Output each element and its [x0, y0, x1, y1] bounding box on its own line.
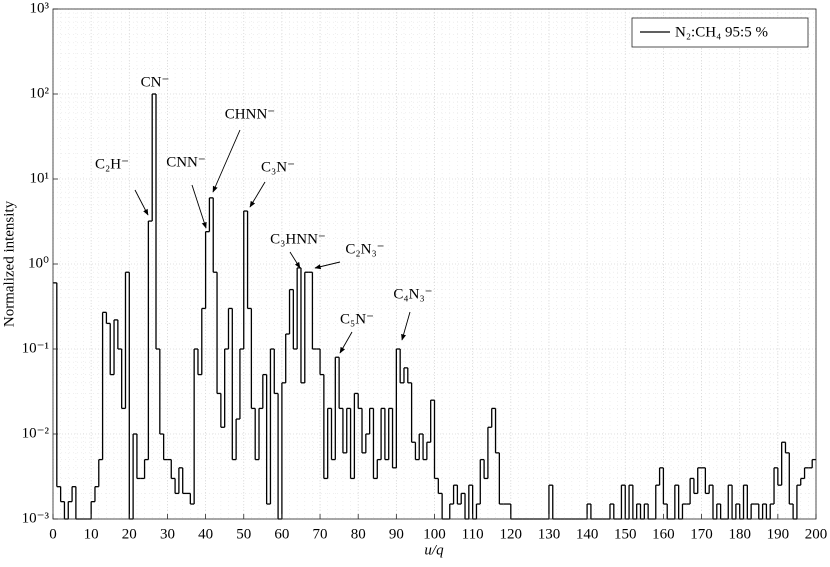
annotation-arrow — [289, 251, 301, 269]
annotation: C₃N⁻ — [261, 159, 295, 175]
annotation: CHNN⁻ — [225, 106, 275, 122]
x-tick-label: 120 — [500, 526, 523, 542]
y-axis-label: Normalized intensity — [1, 200, 17, 327]
y-tick-label: 10⁻² — [22, 425, 50, 441]
x-tick-label: 30 — [160, 526, 175, 542]
x-axis-label: u/q — [424, 542, 444, 558]
x-tick-label: 50 — [236, 526, 251, 542]
y-tick-label: 10³ — [30, 0, 50, 16]
annotation: C₃HNN⁻ — [270, 231, 326, 247]
x-tick-label: 60 — [274, 526, 289, 542]
x-tick-label: 90 — [389, 526, 404, 542]
annotation: CNN⁻ — [166, 154, 206, 170]
x-tick-label: 70 — [313, 526, 328, 542]
annotation-arrow — [401, 311, 411, 341]
x-tick-label: 170 — [690, 526, 713, 542]
y-tick-label: 10¹ — [30, 170, 50, 186]
x-tick-label: 0 — [49, 526, 57, 542]
annotation: C₂H⁻ — [95, 156, 129, 172]
x-tick-label: 150 — [614, 526, 637, 542]
legend-label: N₂:CH₄ 95:5 % — [675, 24, 768, 40]
x-tick-label: 190 — [767, 526, 790, 542]
annotation: C₄N₃⁻ — [393, 286, 432, 302]
annotation: CN⁻ — [141, 74, 170, 90]
annotation-arrow — [314, 261, 341, 270]
annotation: C₅N⁻ — [340, 311, 374, 327]
annotation-arrow — [249, 181, 266, 208]
annotation-arrow — [212, 129, 241, 193]
x-tick-label: 130 — [538, 526, 561, 542]
x-tick-label: 80 — [351, 526, 366, 542]
y-tick-label: 10⁻³ — [22, 510, 50, 526]
annotation-arrow — [134, 189, 149, 216]
x-tick-label: 40 — [198, 526, 213, 542]
x-tick-label: 200 — [805, 526, 828, 542]
x-tick-label: 100 — [423, 526, 446, 542]
y-tick-label: 10⁰ — [28, 255, 49, 271]
x-tick-label: 20 — [122, 526, 137, 542]
x-tick-label: 110 — [462, 526, 484, 542]
annotation-arrow — [339, 331, 353, 354]
annotation: C₂N₃⁻ — [345, 241, 384, 257]
x-tick-label: 180 — [728, 526, 751, 542]
y-tick-label: 10² — [30, 85, 50, 101]
x-tick-label: 140 — [576, 526, 599, 542]
x-tick-label: 10 — [84, 526, 99, 542]
annotation-arrow — [191, 184, 207, 229]
x-tick-label: 160 — [652, 526, 675, 542]
y-tick-label: 10⁻¹ — [22, 340, 49, 356]
